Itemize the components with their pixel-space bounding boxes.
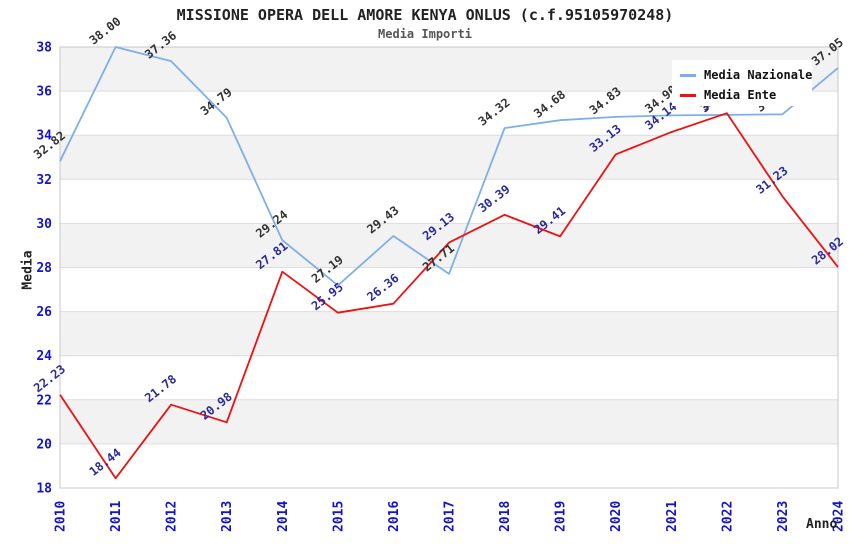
svg-text:2017: 2017 xyxy=(443,501,458,532)
plot-bands xyxy=(60,47,838,444)
svg-text:2020: 2020 xyxy=(609,501,624,532)
chart-title: MISSIONE OPERA DELL AMORE KENYA ONLUS (c… xyxy=(176,6,674,24)
svg-text:30.39: 30.39 xyxy=(476,182,513,215)
svg-text:32: 32 xyxy=(36,173,52,188)
legend-label-media-ente: Media Ente xyxy=(704,88,777,102)
plot-gridlines xyxy=(60,46,838,489)
svg-text:26: 26 xyxy=(36,305,52,320)
svg-text:34: 34 xyxy=(36,129,52,144)
svg-text:2021: 2021 xyxy=(665,501,680,532)
series-lines xyxy=(59,46,839,480)
svg-text:38: 38 xyxy=(36,41,52,56)
x-axis-title: Anno xyxy=(806,517,838,532)
svg-text:30: 30 xyxy=(36,217,52,232)
media-ente-line-swatch xyxy=(680,93,696,97)
svg-text:2016: 2016 xyxy=(387,501,402,532)
plot-border xyxy=(59,46,839,489)
media-nazionale-line-swatch xyxy=(680,73,696,77)
legend-label-media-nazionale: Media Nazionale xyxy=(704,68,813,82)
svg-text:2012: 2012 xyxy=(165,501,180,532)
y-tick-labels: 18 20 22 24 26 28 30 32 34 36 38 xyxy=(36,41,52,497)
svg-text:2013: 2013 xyxy=(220,501,235,532)
legend: Media Nazionale Media Ente xyxy=(672,60,812,106)
svg-text:2010: 2010 xyxy=(54,501,69,532)
legend-item-media-ente: Media Ente xyxy=(680,85,812,105)
svg-text:34.32: 34.32 xyxy=(476,95,513,128)
svg-text:18: 18 xyxy=(36,482,52,497)
svg-text:2018: 2018 xyxy=(498,501,513,532)
svg-text:2014: 2014 xyxy=(276,501,291,532)
x-tick-labels: 2010 2011 2012 2013 2014 2015 2016 2017 2018 2019… xyxy=(54,501,847,532)
svg-text:34.68: 34.68 xyxy=(531,87,568,120)
chart-subtitle: Media Importi xyxy=(378,27,472,41)
y-axis-title: Media xyxy=(20,250,36,290)
svg-text:26.36: 26.36 xyxy=(364,271,401,304)
svg-text:24: 24 xyxy=(36,349,52,364)
svg-text:2022: 2022 xyxy=(720,501,735,532)
svg-text:20: 20 xyxy=(36,437,52,452)
svg-text:2011: 2011 xyxy=(109,501,124,532)
svg-text:25.95: 25.95 xyxy=(309,280,346,313)
svg-text:2019: 2019 xyxy=(554,501,569,532)
svg-text:36: 36 xyxy=(36,85,52,100)
svg-text:2023: 2023 xyxy=(776,501,791,532)
svg-text:22: 22 xyxy=(36,393,52,408)
svg-text:22.23: 22.23 xyxy=(31,362,68,395)
svg-text:2024: 2024 xyxy=(832,501,847,532)
svg-text:28: 28 xyxy=(36,261,52,276)
svg-text:2015: 2015 xyxy=(331,501,346,532)
legend-item-media-nazionale: Media Nazionale xyxy=(680,65,812,85)
